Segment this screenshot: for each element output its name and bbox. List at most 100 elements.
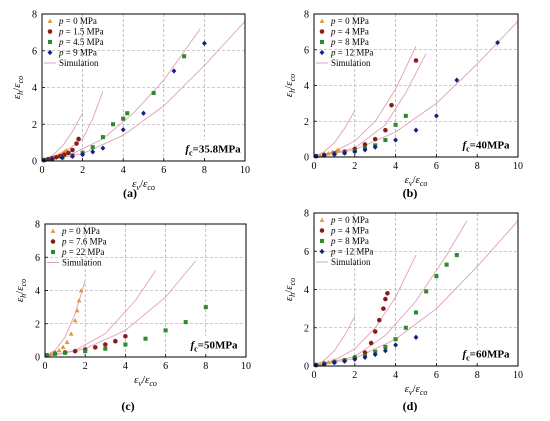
legend-value: = 8 MPa <box>336 37 369 47</box>
data-point <box>445 263 449 267</box>
x-tick-label: 0 <box>40 165 45 176</box>
data-point <box>383 297 388 302</box>
simulation-curve <box>314 53 426 157</box>
data-point <box>74 141 79 146</box>
y-tick-label: 0 <box>32 157 37 168</box>
y-tick-label: 4 <box>304 285 309 296</box>
y-tick-label: 0 <box>304 153 309 164</box>
data-point <box>394 337 398 341</box>
x-tick-label: 10 <box>513 370 523 381</box>
legend-entry: p = 0 MPa <box>61 226 100 236</box>
data-point <box>394 123 398 127</box>
data-point <box>383 128 388 133</box>
y-label-densub: co <box>19 279 28 287</box>
y-axis-label: εh/εco <box>283 278 297 301</box>
data-point <box>383 138 387 142</box>
data-point <box>414 310 418 314</box>
data-point <box>103 342 108 347</box>
data-point <box>83 349 87 353</box>
legend-entry: p = 0 MPa <box>330 16 369 26</box>
strength-value: =50MPa <box>198 340 238 352</box>
y-tick-label: 2 <box>35 319 40 330</box>
y-tick-label: 6 <box>304 45 309 56</box>
data-point <box>404 114 408 118</box>
data-point <box>123 342 127 346</box>
data-point <box>76 137 81 142</box>
legend-simulation-label: Simulation <box>59 58 99 68</box>
legend-marker <box>48 29 53 34</box>
legend-value: = 4.5 MPa <box>64 37 104 47</box>
strength-value: =60MPa <box>470 349 510 361</box>
legend-marker <box>320 218 325 222</box>
y-axis-label: εh/εco <box>283 74 297 97</box>
legend-value: = 8 MPa <box>336 236 369 246</box>
panel-caption: (a) <box>123 186 137 200</box>
legend-simulation-label: Simulation <box>331 257 371 267</box>
legend: p = 0 MPap = 7.6 MPap = 22 MPaSimulation <box>47 226 107 268</box>
legend-marker <box>320 249 325 254</box>
data-point <box>434 113 439 118</box>
x-axis-label: εv/εco <box>134 374 157 388</box>
y-tick-label: 6 <box>32 46 37 57</box>
legend-value: = 22 MPa <box>67 247 105 257</box>
legend-value: = 1.5 MPa <box>64 27 104 37</box>
legend-value: = 0 MPa <box>67 226 100 236</box>
y-tick-label: 4 <box>32 83 37 94</box>
legend-marker <box>51 229 56 233</box>
data-point <box>101 135 105 139</box>
legend-entry: p = 4 MPa <box>330 27 369 37</box>
data-point <box>143 337 147 341</box>
x-tick-label: 6 <box>161 165 166 176</box>
data-point <box>172 68 177 73</box>
data-point <box>377 318 382 323</box>
x-tick-label: 4 <box>393 161 398 172</box>
x-tick-label: 8 <box>475 161 480 172</box>
legend: p = 0 MPap = 4 MPap = 8 MPap = 12 MPaSim… <box>316 215 373 267</box>
legend-value: = 0 MPa <box>64 16 97 26</box>
y-tick-label: 2 <box>304 117 309 128</box>
data-point <box>77 298 82 302</box>
data-point <box>101 145 106 150</box>
data-point <box>91 145 95 149</box>
data-point <box>202 41 207 46</box>
legend-entry: p = 8 MPa <box>330 236 369 246</box>
legend-entry: p = 9 MPa <box>58 48 97 58</box>
legend-marker <box>320 19 325 23</box>
y-tick-label: 8 <box>304 10 309 21</box>
simulation-curve <box>314 111 355 158</box>
panel-caption: (d) <box>403 399 418 413</box>
legend-entry: p = 4.5 MPa <box>58 37 104 47</box>
y-label-densub: co <box>288 278 297 286</box>
strength-value: =40MPa <box>470 140 510 152</box>
x-tick-label: 8 <box>475 370 480 381</box>
y-tick-label: 6 <box>35 253 40 264</box>
data-point <box>414 58 419 63</box>
data-point <box>373 137 378 142</box>
data-point <box>93 345 98 350</box>
data-point <box>424 289 428 293</box>
x-tick-label: 0 <box>312 370 317 381</box>
legend-value: = 12 MPa <box>336 48 374 58</box>
x-tick-label: 2 <box>83 361 88 372</box>
data-point <box>389 103 394 108</box>
x-tick-label: 6 <box>163 361 168 372</box>
chart-panel-4: 0 2 4 6 8 1002468εv/εcoεh/εcop = 0 MPap = 4 M… <box>283 209 523 414</box>
legend-value: = 7.6 MPa <box>67 237 107 247</box>
strength-label: fc=40MPa <box>462 140 510 154</box>
data-point <box>393 137 398 142</box>
chart-panel-1: 0 2 4 6 8 1002468εv/εcoεh/εcop = 0 MPap = 1.5… <box>11 10 250 201</box>
y-label-densub: co <box>288 74 297 82</box>
data-point <box>404 326 408 330</box>
data-point <box>363 142 368 147</box>
legend-marker <box>51 239 56 244</box>
data-point <box>123 334 128 339</box>
legend-entry: p = 7.6 MPa <box>61 237 107 247</box>
x-tick-label: 0 <box>312 161 317 172</box>
legend-marker <box>320 29 325 34</box>
legend-marker <box>320 50 325 55</box>
y-tick-label: 0 <box>304 362 309 373</box>
data-point <box>381 306 386 311</box>
data-point <box>204 305 208 309</box>
data-point <box>54 155 59 160</box>
x-tick-label: 4 <box>123 361 128 372</box>
